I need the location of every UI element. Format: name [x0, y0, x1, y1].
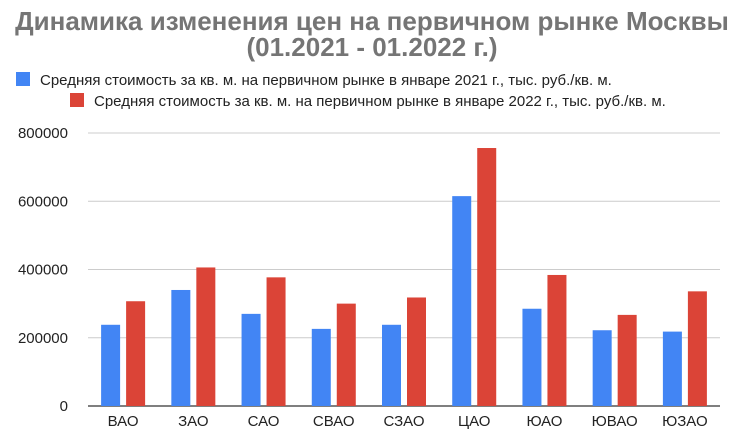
bar-ЦАО-2022 [477, 148, 497, 406]
bar-ВАО-2022 [126, 301, 146, 406]
x-tick-label: САО [248, 413, 280, 430]
x-tick-label: ЮАО [526, 413, 562, 430]
x-tick-label: ВАО [108, 413, 139, 430]
gridlines [88, 132, 720, 407]
bar-ЮВАО-2022 [617, 314, 637, 406]
bar-СВАО-2022 [336, 303, 356, 406]
bar-ВАО-2021 [101, 324, 121, 406]
bar-САО-2022 [266, 277, 286, 406]
x-tick-label: ЮВАО [592, 413, 638, 430]
x-tick-label: ЮЗАО [662, 413, 708, 430]
bar-ЮЗАО-2022 [687, 291, 707, 406]
legend-swatch-2021 [16, 72, 30, 86]
legend: Средняя стоимость за кв. м. на первичном… [16, 72, 666, 110]
legend-label-2022: Средняя стоимость за кв. м. на первичном… [94, 93, 666, 110]
x-tick-label: ЗАО [178, 413, 208, 430]
bar-ЮЗАО-2021 [662, 331, 682, 406]
y-tick-label: 800000 [18, 125, 68, 142]
y-tick-label: 200000 [18, 330, 68, 347]
y-tick-label: 0 [60, 398, 68, 415]
chart-subtitle: (01.2021 - 01.2022 г.) [246, 32, 497, 62]
bar-ЦАО-2021 [452, 196, 472, 406]
bar-ЮАО-2022 [547, 274, 567, 406]
bar-СВАО-2021 [311, 328, 331, 406]
bars [101, 148, 707, 406]
legend-swatch-2022 [70, 93, 84, 107]
x-tick-label: СЗАО [383, 413, 424, 430]
y-axis: 0 200000 400000 600000 800000 [18, 125, 68, 415]
bar-ЗАО-2021 [171, 289, 191, 406]
x-axis: ВАО ЗАО САО СВАО СЗАО ЦАО ЮАО ЮВАО ЮЗАО [108, 413, 708, 430]
y-tick-label: 400000 [18, 262, 68, 279]
bar-СЗАО-2021 [382, 324, 401, 406]
chart-title: Динамика изменения цен на первичном рынк… [15, 6, 729, 36]
bar-ЮВАО-2021 [592, 330, 612, 406]
legend-label-2021: Средняя стоимость за кв. м. на первичном… [40, 72, 612, 89]
bar-ЗАО-2022 [196, 267, 216, 406]
bar-ЮАО-2021 [522, 308, 542, 406]
x-tick-label: ЦАО [458, 413, 490, 430]
bar-СЗАО-2022 [407, 297, 426, 406]
bar-САО-2021 [241, 313, 261, 406]
x-tick-label: СВАО [313, 413, 355, 430]
y-tick-label: 600000 [18, 193, 68, 210]
